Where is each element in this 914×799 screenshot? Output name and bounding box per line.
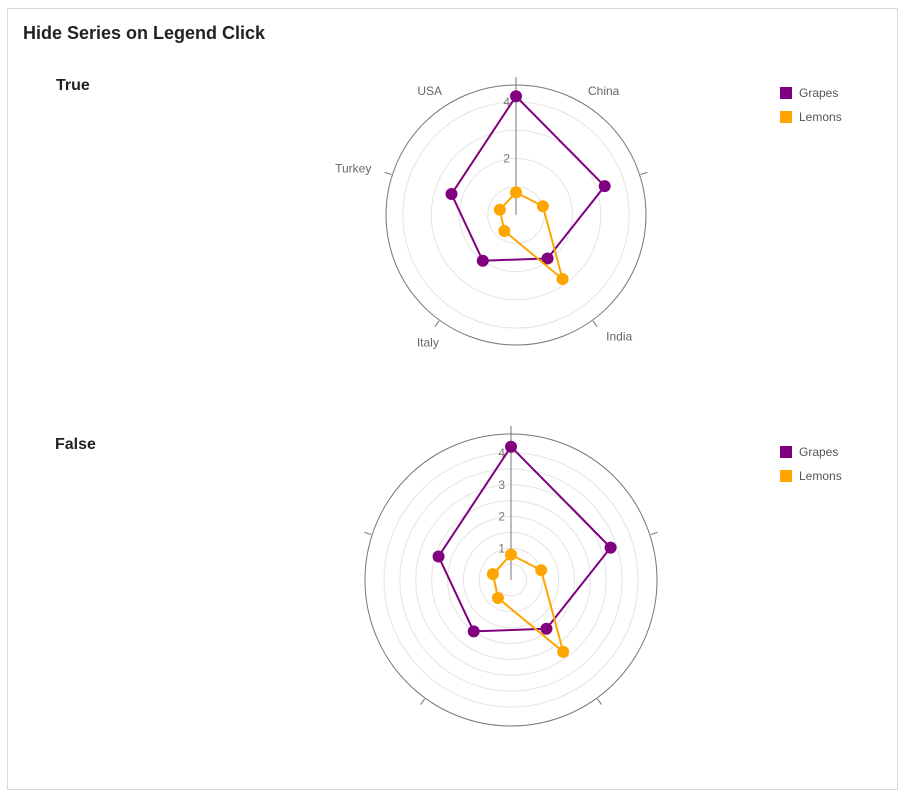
legend-label-lemons[interactable]: Lemons [799,110,842,124]
category-label: Italy [417,335,439,349]
legend-marker-lemons[interactable] [780,111,792,123]
polar-chart-true: 2 4 USA China India Italy Turkey Grapes Lemons [335,77,842,349]
angular-tick-mark [434,320,440,327]
section-label-false: False [55,436,96,453]
category-label: China [588,84,620,98]
data-point-lemons[interactable] [557,645,570,658]
data-point-grapes[interactable] [467,625,480,638]
legend-label-grapes[interactable]: Grapes [799,445,838,459]
data-point-lemons[interactable] [556,273,569,286]
series-line-grapes [450,94,607,262]
chart-panel [7,8,898,790]
angular-tick-mark [596,698,602,705]
data-point-grapes[interactable] [541,252,554,265]
data-point-lemons[interactable] [491,591,504,604]
data-point-grapes[interactable] [540,622,553,635]
data-point-lemons[interactable] [505,548,517,561]
radial-tick-label: 2 [503,151,510,165]
page-title: Hide Series on Legend Click [23,23,266,43]
polar-chart-false: 1 2 3 4 Grapes Lemons [364,426,842,727]
data-point-grapes[interactable] [432,550,445,563]
angular-tick-mark [384,171,392,175]
radial-tick-label: 3 [498,478,505,492]
section-label-true: True [56,77,90,94]
radial-tick-label: 2 [498,510,505,524]
data-point-lemons[interactable] [486,568,499,581]
legend-marker-grapes[interactable] [780,446,792,458]
radial-tick-label: 4 [503,95,510,109]
data-point-grapes[interactable] [598,180,611,193]
data-point-grapes[interactable] [476,254,489,267]
data-point-grapes[interactable] [445,188,458,201]
data-point-grapes[interactable] [510,90,522,103]
radial-tick-label: 4 [498,446,505,460]
data-point-lemons[interactable] [510,186,522,199]
legend-marker-grapes[interactable] [780,87,792,99]
series-line-grapes [437,445,612,633]
series-line-lemons [498,191,565,282]
category-label: Turkey [335,162,371,176]
radial-tick-label: 1 [498,541,505,555]
legend-label-lemons[interactable]: Lemons [799,469,842,483]
angular-tick-mark [592,320,598,327]
angular-tick-mark [364,531,372,536]
data-point-lemons[interactable] [493,203,506,216]
data-point-grapes[interactable] [604,541,617,554]
data-point-lemons[interactable] [535,564,548,577]
category-label: USA [417,84,442,98]
data-point-grapes[interactable] [505,440,517,453]
legend-label-grapes[interactable]: Grapes [799,86,838,100]
angular-tick-mark [640,171,648,175]
data-point-lemons[interactable] [498,225,511,238]
legend-marker-lemons[interactable] [780,470,792,482]
angular-tick-mark [420,698,426,705]
category-label: India [606,329,632,343]
angular-tick-mark [650,531,658,536]
data-point-lemons[interactable] [536,200,549,213]
